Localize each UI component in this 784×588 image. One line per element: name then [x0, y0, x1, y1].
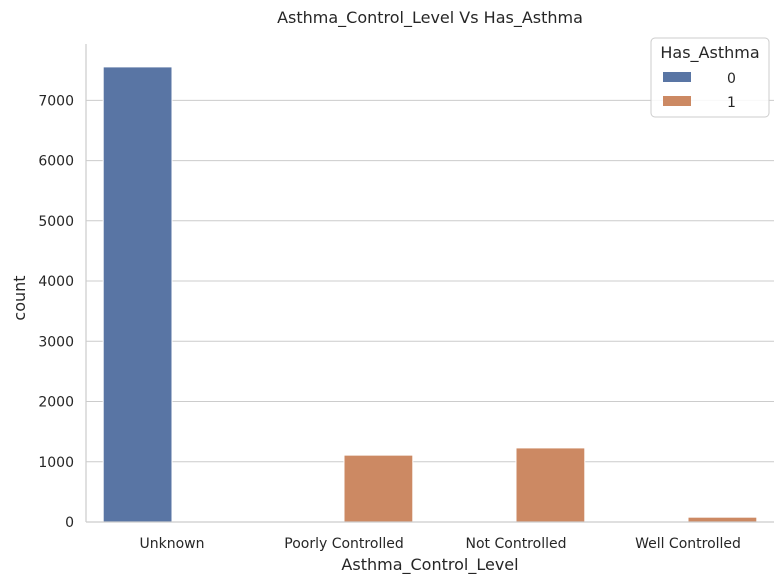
legend-label-0: 0 [727, 71, 736, 87]
chart-title: Asthma_Control_Level Vs Has_Asthma [277, 8, 583, 28]
y-tick-label: 5000 [38, 214, 74, 230]
legend-items: 01 [663, 71, 736, 111]
x-tick-label: Well Controlled [635, 536, 741, 552]
x-tick-label: Not Controlled [466, 536, 567, 552]
y-axis-label: count [10, 275, 29, 320]
x-tick-label: Unknown [140, 536, 205, 552]
bar-well-controlled-series-1 [687, 516, 758, 523]
y-tick-label: 6000 [38, 154, 74, 170]
y-tick-label: 1000 [38, 455, 74, 471]
y-tick-label: 4000 [38, 274, 74, 290]
legend-swatch-1 [663, 96, 691, 106]
legend: Has_Asthma 01 [650, 37, 770, 118]
bars-layer [102, 66, 758, 523]
y-tick-label: 3000 [38, 334, 74, 350]
bar-unknown-series-0 [102, 66, 173, 523]
x-axis-label: Asthma_Control_Level [341, 555, 518, 575]
grid-layer [86, 99, 774, 523]
axis-layer: 0 1000 2000 3000 4000 5000 6000 7000 Unknown Poor… [38, 44, 774, 552]
y-tick-label: 0 [65, 515, 74, 531]
bar-not-controlled-series-1 [515, 447, 586, 523]
x-tick-label: Poorly Controlled [284, 536, 403, 552]
y-tick-label: 7000 [38, 93, 74, 109]
legend-label-1: 1 [727, 95, 736, 111]
bar-poorly-controlled-series-1 [343, 454, 414, 523]
y-tick-label: 2000 [38, 395, 74, 411]
legend-swatch-0 [663, 72, 691, 82]
legend-title: Has_Asthma [660, 43, 759, 63]
